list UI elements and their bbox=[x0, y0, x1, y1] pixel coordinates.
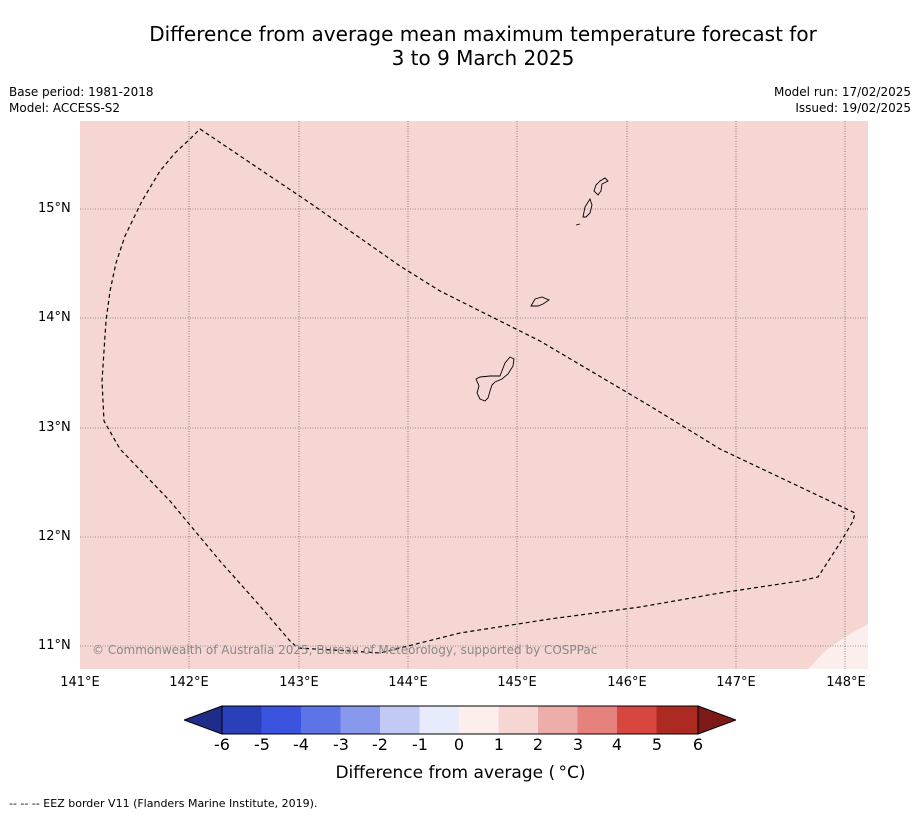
lon-label-148e: 148°E bbox=[826, 675, 866, 690]
colorbar-seg-9 bbox=[538, 706, 578, 734]
colorbar-tick: 5 bbox=[651, 735, 663, 754]
lon-label-146e: 146°E bbox=[607, 675, 647, 690]
colorbar-seg-12 bbox=[656, 706, 698, 734]
colorbar-seg-8 bbox=[498, 706, 538, 734]
colorbar-seg-5 bbox=[380, 706, 420, 734]
map-svg bbox=[80, 121, 868, 669]
colorbar-seg-11 bbox=[617, 706, 657, 734]
lon-label-144e: 144°E bbox=[388, 675, 428, 690]
colorbar-seg-2 bbox=[261, 706, 301, 734]
colorbar-seg-10 bbox=[577, 706, 617, 734]
lat-label-12n: 12°N bbox=[38, 529, 71, 544]
colorbar-seg-4 bbox=[340, 706, 380, 734]
colorbar-seg-7 bbox=[459, 706, 499, 734]
meta-left: Base period: 1981-2018 Model: ACCESS-S2 bbox=[9, 84, 154, 116]
lon-label-141e: 141°E bbox=[60, 675, 100, 690]
model-run-text: Model run: 17/02/2025 bbox=[773, 85, 911, 99]
island-guam bbox=[475, 356, 515, 402]
island-aguijan bbox=[575, 223, 581, 226]
colorbar-tick: -3 bbox=[333, 735, 349, 754]
copyright-notice: © Commonwealth of Australia 2025, Bureau… bbox=[92, 643, 598, 657]
island-saipan bbox=[593, 177, 609, 196]
meta-right: Model run: 17/02/2025 Issued: 19/02/2025 bbox=[774, 84, 911, 116]
colorbar-label: Difference from average ( °C) bbox=[335, 763, 586, 783]
lon-label-145e: 145°E bbox=[497, 675, 537, 690]
colorbar-seg-6 bbox=[419, 706, 459, 734]
colorbar bbox=[184, 705, 736, 735]
colorbar-tick: 1 bbox=[493, 735, 505, 754]
colorbar-seg-3 bbox=[301, 706, 341, 734]
colorbar-tick: -1 bbox=[412, 735, 428, 754]
base-period-text: Base period: 1981-2018 bbox=[9, 85, 154, 99]
eez-border bbox=[101, 128, 856, 654]
model-text: Model: ACCESS-S2 bbox=[9, 101, 121, 115]
colorbar-seg-below bbox=[184, 705, 223, 735]
lon-label-143e: 143°E bbox=[279, 675, 319, 690]
island-tinian bbox=[582, 197, 593, 218]
eez-legend-note: -- -- -- EEZ border V11 (Flanders Marine… bbox=[9, 797, 318, 810]
title-line-1: Difference from average mean maximum tem… bbox=[149, 22, 817, 46]
colorbar-tick: -2 bbox=[372, 735, 388, 754]
lon-label-147e: 147°E bbox=[716, 675, 756, 690]
anomaly-fill bbox=[80, 121, 868, 669]
island-rota bbox=[530, 296, 550, 307]
map-title: Difference from average mean maximum tem… bbox=[0, 22, 919, 70]
anomaly-fill-corner bbox=[808, 624, 868, 669]
lat-label-14n: 14°N bbox=[38, 310, 71, 325]
lat-label-15n: 15°N bbox=[38, 201, 71, 216]
colorbar-tick: 0 bbox=[453, 735, 465, 754]
lat-label-11n: 11°N bbox=[38, 638, 71, 653]
colorbar-outline bbox=[221, 705, 699, 735]
colorbar-tick: 2 bbox=[532, 735, 544, 754]
colorbar-tick: 3 bbox=[572, 735, 584, 754]
colorbar-tick: 6 bbox=[692, 735, 704, 754]
lon-label-142e: 142°E bbox=[169, 675, 209, 690]
issued-text: Issued: 19/02/2025 bbox=[795, 101, 911, 115]
colorbar-tick: -6 bbox=[214, 735, 230, 754]
colorbar-seg-1 bbox=[222, 706, 262, 734]
map-panel: © Commonwealth of Australia 2025, Bureau… bbox=[80, 121, 868, 669]
colorbar-tick: -5 bbox=[254, 735, 270, 754]
colorbar-seg-above bbox=[697, 705, 736, 735]
title-line-2: 3 to 9 March 2025 bbox=[391, 46, 575, 70]
colorbar-tick: 4 bbox=[611, 735, 623, 754]
lat-label-13n: 13°N bbox=[38, 420, 71, 435]
islands bbox=[475, 177, 609, 402]
colorbar-tick: -4 bbox=[293, 735, 309, 754]
